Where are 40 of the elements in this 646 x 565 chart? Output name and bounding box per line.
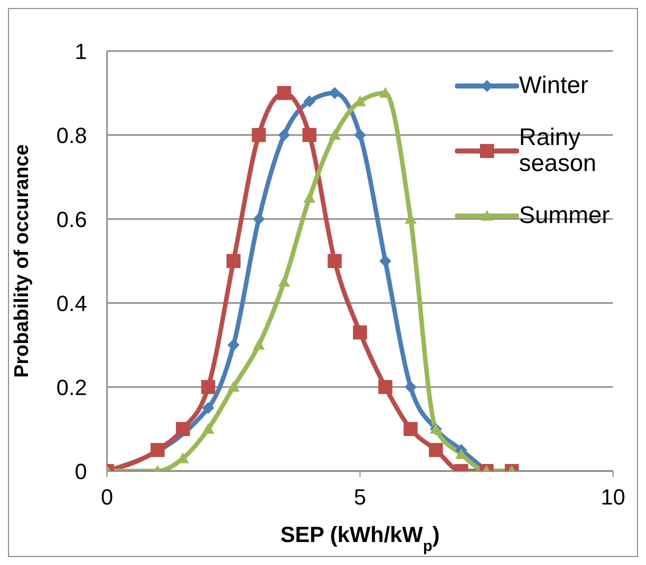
legend-label: Rainy season [519,124,598,177]
x-tick-label: 10 [600,484,626,510]
point [252,213,265,225]
point [404,381,417,393]
point [226,254,240,268]
x-axis-title: SEP (kWh/kW$_{p}$) [280,522,440,554]
point [354,129,366,141]
y-tick-label: 0.2 [56,374,87,400]
point [228,339,240,351]
legend-label: Winter [519,72,590,99]
point [202,402,214,414]
point [303,192,316,203]
point [176,422,190,436]
point [278,276,290,287]
point [379,255,392,267]
y-tick-label: 1 [74,38,87,64]
point [252,339,265,350]
legend-label: Summer [519,202,611,229]
y-tick-label: 0 [74,458,87,484]
point [328,129,341,140]
x-tick-label: 5 [354,484,366,510]
x-tick-label: 0 [100,484,114,510]
y-tick-label: 0.6 [56,206,87,232]
point [302,128,316,142]
point [202,423,214,434]
point [328,254,342,268]
y-tick-label: 0.8 [56,122,87,148]
point [353,325,367,340]
point [278,129,290,141]
point [228,381,240,392]
point [404,422,418,436]
point [252,128,266,142]
point [303,95,316,108]
point [378,380,392,394]
point [428,443,443,457]
point [277,86,292,100]
point [150,443,165,457]
point [201,380,216,394]
y-tick-label: 0.4 [56,290,87,316]
y-axis-title: Probability of occurance [11,144,34,378]
